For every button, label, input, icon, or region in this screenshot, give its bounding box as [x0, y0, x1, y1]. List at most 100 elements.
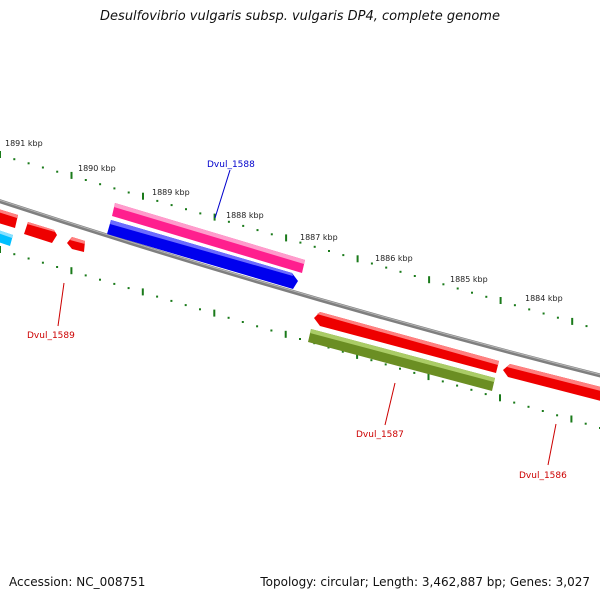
inner-minor-tick	[84, 274, 87, 277]
inner-minor-tick	[156, 295, 159, 298]
outer-minor-tick	[342, 254, 345, 257]
outer-minor-tick	[556, 316, 559, 319]
outer-minor-tick	[256, 229, 259, 232]
outer-minor-tick	[542, 312, 545, 315]
outer-minor-tick	[585, 325, 588, 328]
inner-minor-tick	[399, 367, 401, 370]
inner-minor-tick	[299, 338, 301, 340]
outer-minor-tick	[185, 208, 187, 211]
inner-minor-tick	[384, 363, 387, 366]
outer-major-tick	[571, 317, 574, 325]
outer-minor-tick	[471, 291, 473, 294]
genome-backbone	[0, 199, 600, 378]
outer-major-tick	[213, 213, 216, 221]
inner-minor-tick	[527, 405, 530, 408]
inner-minor-tick	[513, 401, 516, 404]
outer-minor-tick	[227, 220, 230, 223]
gene-label-dvul-1588[interactable]: Dvul_1588	[207, 160, 255, 170]
inner-minor-tick	[56, 266, 59, 268]
outer-major-tick	[499, 297, 502, 304]
gene-dvul-1588-blue[interactable]	[107, 220, 298, 289]
inner-minor-tick	[584, 422, 587, 425]
inner-tick-track	[0, 246, 600, 429]
inner-minor-tick	[256, 325, 259, 328]
outer-minor-tick	[199, 212, 202, 215]
gene-left-red-2[interactable]	[24, 222, 57, 243]
inner-minor-tick	[99, 278, 101, 281]
inner-major-tick	[0, 246, 1, 253]
outer-minor-tick	[156, 199, 159, 202]
gene-label-dvul-1586[interactable]: Dvul_1586	[519, 471, 567, 481]
inner-minor-tick	[270, 329, 273, 332]
outer-major-tick	[285, 234, 288, 242]
outer-minor-tick	[399, 270, 402, 273]
inner-minor-tick	[413, 371, 416, 374]
inner-major-tick	[499, 394, 501, 402]
outer-major-tick	[70, 171, 73, 179]
outer-tick-track	[0, 151, 588, 328]
leader-line-dvul-1588	[214, 169, 231, 219]
leader-line-dvul-1589	[57, 282, 65, 327]
outer-minor-tick	[84, 179, 87, 181]
kbp-label-1890: 1890 kbp	[78, 164, 116, 173]
outer-minor-tick	[313, 245, 316, 248]
inner-minor-tick	[199, 308, 201, 311]
outer-minor-tick	[442, 283, 445, 286]
outer-minor-tick	[328, 250, 330, 252]
outer-minor-tick	[242, 224, 245, 227]
kbp-label-1886: 1886 kbp	[375, 254, 413, 263]
map-title: Desulfovibrio vulgaris subsp. vulgaris D…	[100, 9, 500, 24]
inner-minor-tick	[184, 304, 187, 307]
kbp-label-1888: 1888 kbp	[226, 211, 264, 220]
inner-minor-tick	[13, 253, 16, 256]
inner-minor-tick	[484, 393, 487, 396]
inner-minor-tick	[556, 414, 559, 417]
leader-line-dvul-1587	[384, 382, 396, 426]
inner-major-tick	[141, 288, 144, 296]
inner-minor-tick	[170, 299, 173, 302]
outer-minor-tick	[113, 187, 116, 190]
inner-minor-tick	[227, 316, 230, 319]
kbp-label-1891: 1891 kbp	[5, 139, 43, 148]
leader-line-dvul-1586	[547, 423, 557, 466]
outer-major-tick	[142, 192, 144, 200]
outer-major-tick	[0, 151, 1, 158]
outer-major-tick	[356, 255, 359, 263]
inner-minor-tick	[470, 388, 473, 391]
outer-minor-tick	[127, 191, 130, 194]
gene-dvul-1586-red[interactable]	[503, 364, 600, 402]
gene-left-red-1[interactable]	[0, 208, 18, 228]
inner-minor-tick	[456, 384, 459, 387]
inner-minor-tick	[370, 359, 373, 362]
outer-minor-tick	[56, 170, 59, 173]
topology-text: Topology: circular; Length: 3,462,887 bp…	[260, 575, 590, 589]
gene-dvul-1587-red[interactable]	[314, 312, 499, 373]
inner-major-tick	[570, 415, 573, 423]
outer-minor-tick	[270, 233, 273, 236]
kbp-label-1887: 1887 kbp	[300, 233, 338, 242]
outer-minor-tick	[385, 266, 388, 269]
accession-text: Accession: NC_008751	[9, 575, 146, 589]
inner-minor-tick	[127, 287, 130, 290]
inner-minor-tick	[41, 261, 44, 264]
gene-dvul-1588-pink[interactable]	[112, 203, 305, 273]
outer-minor-tick	[413, 275, 416, 277]
gene-dvul-1587-olive[interactable]	[308, 329, 495, 391]
inner-major-tick	[70, 267, 73, 275]
outer-minor-tick	[370, 262, 373, 265]
genome-backbone-highlight	[0, 199, 600, 375]
gene-left-red-3[interactable]	[67, 237, 85, 252]
inner-major-tick	[356, 351, 359, 359]
inner-minor-tick	[327, 346, 330, 349]
outer-minor-tick	[13, 158, 16, 161]
outer-minor-tick	[528, 308, 531, 311]
kbp-label-1889: 1889 kbp	[152, 188, 190, 197]
inner-major-tick	[213, 309, 216, 317]
gene-label-dvul-1589[interactable]: Dvul_1589	[27, 331, 75, 341]
gene-left-cyan[interactable]	[0, 229, 13, 246]
inner-minor-tick	[241, 321, 244, 323]
outer-minor-tick	[485, 295, 488, 298]
kbp-label-1884: 1884 kbp	[525, 294, 563, 303]
outer-minor-tick	[170, 204, 173, 207]
gene-label-dvul-1587[interactable]: Dvul_1587	[356, 430, 404, 440]
